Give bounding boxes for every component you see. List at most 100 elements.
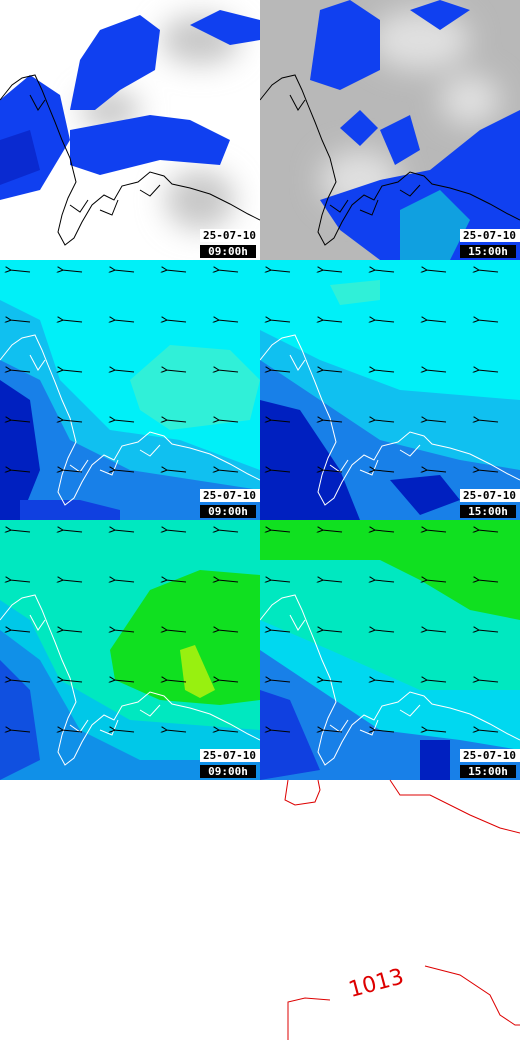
date-label: 25-07-10 bbox=[463, 489, 516, 502]
wind-arrow bbox=[166, 580, 187, 582]
date-label: 25-07-10 bbox=[203, 749, 256, 762]
wind-arrow bbox=[270, 420, 291, 422]
panel-label: 25-07-10 15:00h bbox=[460, 229, 520, 258]
panel-label: 25-07-10 15:00h bbox=[460, 749, 520, 778]
date-box bbox=[200, 749, 260, 762]
date-label: 25-07-10 bbox=[203, 229, 256, 242]
wind-arrow bbox=[374, 470, 395, 472]
wind-arrow bbox=[114, 420, 135, 422]
wind-arrow bbox=[426, 630, 447, 632]
wind-arrow bbox=[218, 680, 239, 682]
wind-arrow bbox=[426, 370, 447, 372]
time-label: 15:00h bbox=[468, 245, 508, 258]
wind-arrow bbox=[426, 420, 447, 422]
wind-arrow bbox=[166, 730, 187, 732]
wind-arrow bbox=[114, 320, 135, 322]
wind-arrow bbox=[270, 580, 291, 582]
time-box bbox=[200, 505, 256, 518]
wind-arrow bbox=[478, 730, 499, 732]
time-label: 15:00h bbox=[468, 765, 508, 778]
wind-arrow bbox=[10, 270, 31, 272]
wind-arrow bbox=[426, 530, 447, 532]
time-label: 09:00h bbox=[208, 245, 248, 258]
wind-arrow bbox=[426, 580, 447, 582]
wind-arrow bbox=[478, 320, 499, 322]
wind-arrow bbox=[10, 370, 31, 372]
wind-arrow bbox=[322, 530, 343, 532]
panel-field-b-1500 bbox=[260, 520, 520, 780]
wind-arrow bbox=[322, 320, 343, 322]
wind-arrow bbox=[62, 370, 83, 372]
wind-arrow bbox=[62, 530, 83, 532]
time-label: 15:00h bbox=[468, 505, 508, 518]
wind-arrow bbox=[426, 270, 447, 272]
wind-arrow bbox=[374, 270, 395, 272]
wind-arrow bbox=[10, 630, 31, 632]
wind-arrow bbox=[62, 320, 83, 322]
time-label: 09:00h bbox=[208, 765, 248, 778]
panel-field-a-1500 bbox=[260, 260, 520, 520]
date-box bbox=[460, 489, 520, 502]
wind-arrow bbox=[166, 630, 187, 632]
wind-arrow bbox=[374, 630, 395, 632]
wind-arrow bbox=[10, 530, 31, 532]
wind-arrow bbox=[62, 420, 83, 422]
panel-cloud-1500 bbox=[260, 0, 520, 260]
wind-arrow bbox=[322, 680, 343, 682]
wind-arrow bbox=[322, 580, 343, 582]
date-box bbox=[200, 489, 260, 502]
wind-arrow bbox=[114, 730, 135, 732]
wind-arrow bbox=[218, 530, 239, 532]
date-label: 25-07-10 bbox=[203, 489, 256, 502]
wind-arrow bbox=[62, 630, 83, 632]
wind-arrow bbox=[322, 470, 343, 472]
wind-arrow bbox=[10, 580, 31, 582]
wind-arrow bbox=[114, 370, 135, 372]
wind-arrow bbox=[322, 370, 343, 372]
wind-arrow bbox=[218, 320, 239, 322]
time-labels: 25-07-10 09:00h 25-07-10 15:00h 25-07-10 09:0… bbox=[200, 229, 520, 778]
wind-arrow bbox=[166, 370, 187, 372]
wind-arrow bbox=[270, 630, 291, 632]
wind-arrow bbox=[114, 580, 135, 582]
wind-arrow bbox=[166, 530, 187, 532]
wind-arrow bbox=[218, 470, 239, 472]
wind-arrow bbox=[374, 320, 395, 322]
isobar-label: 1013 bbox=[346, 964, 407, 1003]
wind-arrow bbox=[114, 630, 135, 632]
wind-arrow bbox=[166, 470, 187, 472]
wind-arrow bbox=[478, 370, 499, 372]
wind-arrow bbox=[374, 730, 395, 732]
wind-arrow bbox=[270, 370, 291, 372]
wind-arrow bbox=[10, 320, 31, 322]
wind-arrow bbox=[218, 370, 239, 372]
wind-arrow bbox=[10, 420, 31, 422]
wind-arrow bbox=[374, 420, 395, 422]
wind-arrow bbox=[374, 530, 395, 532]
wind-arrow bbox=[114, 270, 135, 272]
wind-arrow bbox=[218, 580, 239, 582]
time-box bbox=[200, 245, 256, 258]
wind-arrow bbox=[166, 420, 187, 422]
wind-arrow bbox=[270, 270, 291, 272]
wind-arrow bbox=[62, 470, 83, 472]
isobars bbox=[284, 779, 520, 1040]
wind-arrow bbox=[218, 730, 239, 732]
wind-arrow bbox=[62, 680, 83, 682]
wind-arrow bbox=[478, 270, 499, 272]
wind-arrow bbox=[270, 680, 291, 682]
panel-label: 25-07-10 09:00h bbox=[200, 489, 260, 518]
panel-field-a-0900 bbox=[0, 260, 260, 520]
wind-arrow bbox=[10, 470, 31, 472]
wind-arrow bbox=[270, 320, 291, 322]
date-label: 25-07-10 bbox=[463, 229, 516, 242]
wind-arrow bbox=[166, 680, 187, 682]
wind-arrow bbox=[426, 470, 447, 472]
wind-arrow bbox=[478, 530, 499, 532]
panel-field-b-0900 bbox=[0, 520, 260, 780]
wind-arrow bbox=[374, 580, 395, 582]
wind-arrows bbox=[10, 270, 499, 732]
wind-arrow bbox=[62, 270, 83, 272]
wind-arrow bbox=[62, 580, 83, 582]
wind-arrow bbox=[322, 420, 343, 422]
